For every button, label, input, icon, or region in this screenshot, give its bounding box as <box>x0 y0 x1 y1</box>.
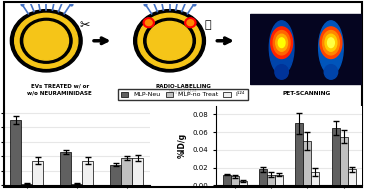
Bar <box>111 165 122 185</box>
Bar <box>332 128 340 185</box>
Bar <box>231 176 239 185</box>
Bar <box>348 169 356 185</box>
Text: EVs TREATED w/ or
w/o NEURAMINIDASE: EVs TREATED w/ or w/o NEURAMINIDASE <box>27 84 92 95</box>
Bar <box>132 158 143 185</box>
Text: ✂: ✂ <box>79 19 90 32</box>
Ellipse shape <box>271 27 292 59</box>
Bar <box>259 169 267 185</box>
Circle shape <box>143 18 154 28</box>
Text: RADIO-LABELLING
WITH I¹²⁴: RADIO-LABELLING WITH I¹²⁴ <box>155 84 211 95</box>
Text: PET-SCANNING: PET-SCANNING <box>282 91 330 96</box>
Bar <box>250 14 362 84</box>
Circle shape <box>10 10 82 72</box>
Bar <box>223 175 231 185</box>
Ellipse shape <box>322 31 339 55</box>
Circle shape <box>15 13 78 68</box>
Circle shape <box>147 22 192 60</box>
Bar <box>10 120 21 185</box>
Legend: MLP-Neu, MLP-no Treat, I¹²⁴: MLP-Neu, MLP-no Treat, I¹²⁴ <box>118 89 248 100</box>
Ellipse shape <box>324 65 338 79</box>
Ellipse shape <box>273 31 290 55</box>
Bar <box>239 181 247 185</box>
Bar <box>122 158 132 185</box>
Bar <box>60 152 71 185</box>
Bar <box>295 123 303 185</box>
Ellipse shape <box>328 38 334 48</box>
Bar <box>32 161 43 185</box>
Ellipse shape <box>325 34 337 51</box>
Bar <box>21 184 32 185</box>
Circle shape <box>144 18 195 63</box>
Ellipse shape <box>278 38 285 48</box>
Ellipse shape <box>269 21 294 74</box>
Circle shape <box>134 10 205 72</box>
Circle shape <box>187 20 194 26</box>
Bar <box>71 184 82 185</box>
Bar <box>311 172 319 185</box>
Bar <box>303 141 311 185</box>
Circle shape <box>145 20 152 26</box>
Text: 💉: 💉 <box>204 20 211 30</box>
Y-axis label: %ID/g: %ID/g <box>178 133 187 158</box>
Bar <box>267 175 275 185</box>
Bar <box>82 161 93 185</box>
Ellipse shape <box>319 21 343 74</box>
Ellipse shape <box>275 65 288 79</box>
Ellipse shape <box>320 27 342 59</box>
Bar <box>275 175 283 185</box>
Circle shape <box>20 18 72 63</box>
Circle shape <box>185 18 196 28</box>
Circle shape <box>24 22 68 60</box>
Circle shape <box>138 13 201 68</box>
Bar <box>340 136 348 185</box>
Ellipse shape <box>276 34 288 51</box>
